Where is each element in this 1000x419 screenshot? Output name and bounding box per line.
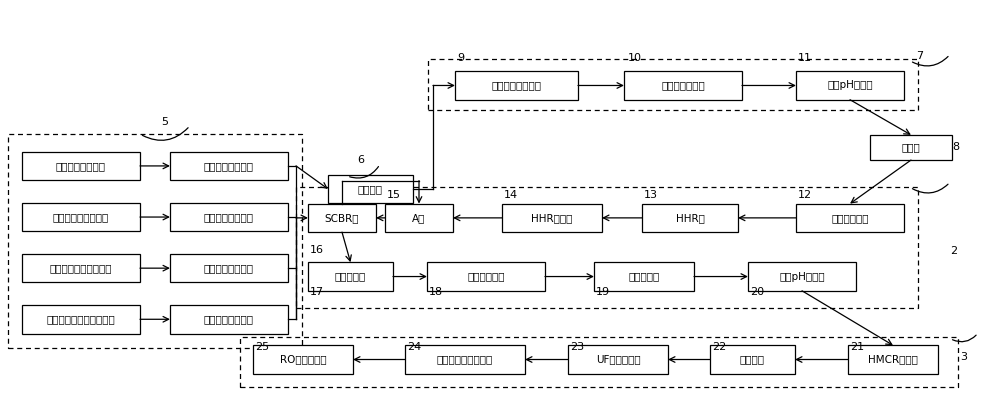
Text: HHR池: HHR池 (676, 213, 704, 223)
Text: HMCR膜系统: HMCR膜系统 (868, 354, 918, 365)
Bar (240, 337, 958, 387)
Text: 第一pH回调池: 第一pH回调池 (827, 80, 873, 91)
Text: 25: 25 (255, 341, 269, 352)
Text: 24: 24 (407, 341, 421, 352)
Text: 15: 15 (387, 190, 401, 200)
Bar (624, 71, 742, 100)
Bar (253, 345, 353, 374)
Bar (296, 187, 918, 308)
Text: 14: 14 (504, 190, 518, 200)
Text: 中间水池: 中间水池 (358, 184, 383, 194)
Text: 16: 16 (310, 245, 324, 255)
Bar (22, 305, 140, 334)
Bar (796, 204, 904, 232)
Text: 生化沉淀池: 生化沉淀池 (335, 272, 366, 282)
Text: 20: 20 (750, 287, 764, 297)
Text: 前处理废水处理单元: 前处理废水处理单元 (53, 212, 109, 222)
Text: 生活废水处理单元: 生活废水处理单元 (204, 314, 254, 324)
Bar (328, 175, 413, 203)
Text: 反洗水池: 反洗水池 (740, 354, 765, 365)
Bar (748, 262, 856, 291)
Text: SCBR池: SCBR池 (325, 213, 359, 223)
Text: 10: 10 (628, 53, 642, 63)
Text: 高浓重金属废水处理单元: 高浓重金属废水处理单元 (47, 314, 115, 324)
Bar (642, 204, 738, 232)
Bar (8, 134, 302, 348)
Bar (848, 345, 938, 374)
Text: 第二pH回调池: 第二pH回调池 (779, 272, 825, 282)
Text: 23: 23 (570, 341, 584, 352)
Text: 9: 9 (457, 53, 464, 63)
Bar (22, 203, 140, 231)
Text: 络合废水处理单元: 络合废水处理单元 (56, 161, 106, 171)
Bar (170, 203, 288, 231)
Text: 19: 19 (596, 287, 610, 297)
Text: 11: 11 (798, 53, 812, 63)
Bar (568, 345, 668, 374)
Bar (22, 254, 140, 282)
Text: 8: 8 (952, 142, 959, 152)
Text: 阳极氧化废水处理单元: 阳极氧化废水处理单元 (50, 263, 112, 273)
Text: 17: 17 (310, 287, 324, 297)
Bar (170, 305, 288, 334)
Text: RO反渗透单元: RO反渗透单元 (280, 354, 326, 365)
Bar (405, 345, 525, 374)
Text: A池: A池 (412, 213, 426, 223)
Bar (870, 135, 952, 160)
Text: 6: 6 (357, 155, 364, 165)
Bar (385, 204, 453, 232)
Text: 12: 12 (798, 190, 812, 200)
Text: 含铬废水处理单元: 含铬废水处理单元 (204, 212, 254, 222)
Text: UF超滤膜单元: UF超滤膜单元 (596, 354, 640, 365)
Text: 13: 13 (644, 190, 658, 200)
Text: 含镍废水处理单元: 含镍废水处理单元 (204, 161, 254, 171)
Bar (594, 262, 694, 291)
Text: 7: 7 (916, 51, 923, 61)
Bar (308, 262, 393, 291)
Text: 18: 18 (429, 287, 443, 297)
Text: 综合二级沉淀池: 综合二级沉淀池 (661, 80, 705, 91)
Bar (427, 262, 545, 291)
Bar (170, 152, 288, 180)
Text: 22: 22 (712, 341, 726, 352)
Text: 3: 3 (960, 352, 967, 362)
Bar (502, 204, 602, 232)
Bar (455, 71, 578, 100)
Text: 综合废水处理单元: 综合废水处理单元 (204, 263, 254, 273)
Text: 缓冲池: 缓冲池 (902, 142, 920, 153)
Bar (710, 345, 795, 374)
Bar (796, 71, 904, 100)
Bar (308, 204, 376, 232)
Text: 2: 2 (950, 246, 957, 256)
Text: 深度沉淀池: 深度沉淀池 (628, 272, 660, 282)
Bar (22, 152, 140, 180)
Text: 综合二级反应池组: 综合二级反应池组 (492, 80, 542, 91)
Text: 前置反硝化池: 前置反硝化池 (831, 213, 869, 223)
Text: 深度反应池组: 深度反应池组 (467, 272, 505, 282)
Bar (170, 254, 288, 282)
Text: 5: 5 (161, 117, 168, 127)
Text: 21: 21 (850, 341, 864, 352)
Text: HHR沉淀池: HHR沉淀池 (531, 213, 573, 223)
Bar (428, 59, 918, 110)
Text: 混合离子床软化单元: 混合离子床软化单元 (437, 354, 493, 365)
